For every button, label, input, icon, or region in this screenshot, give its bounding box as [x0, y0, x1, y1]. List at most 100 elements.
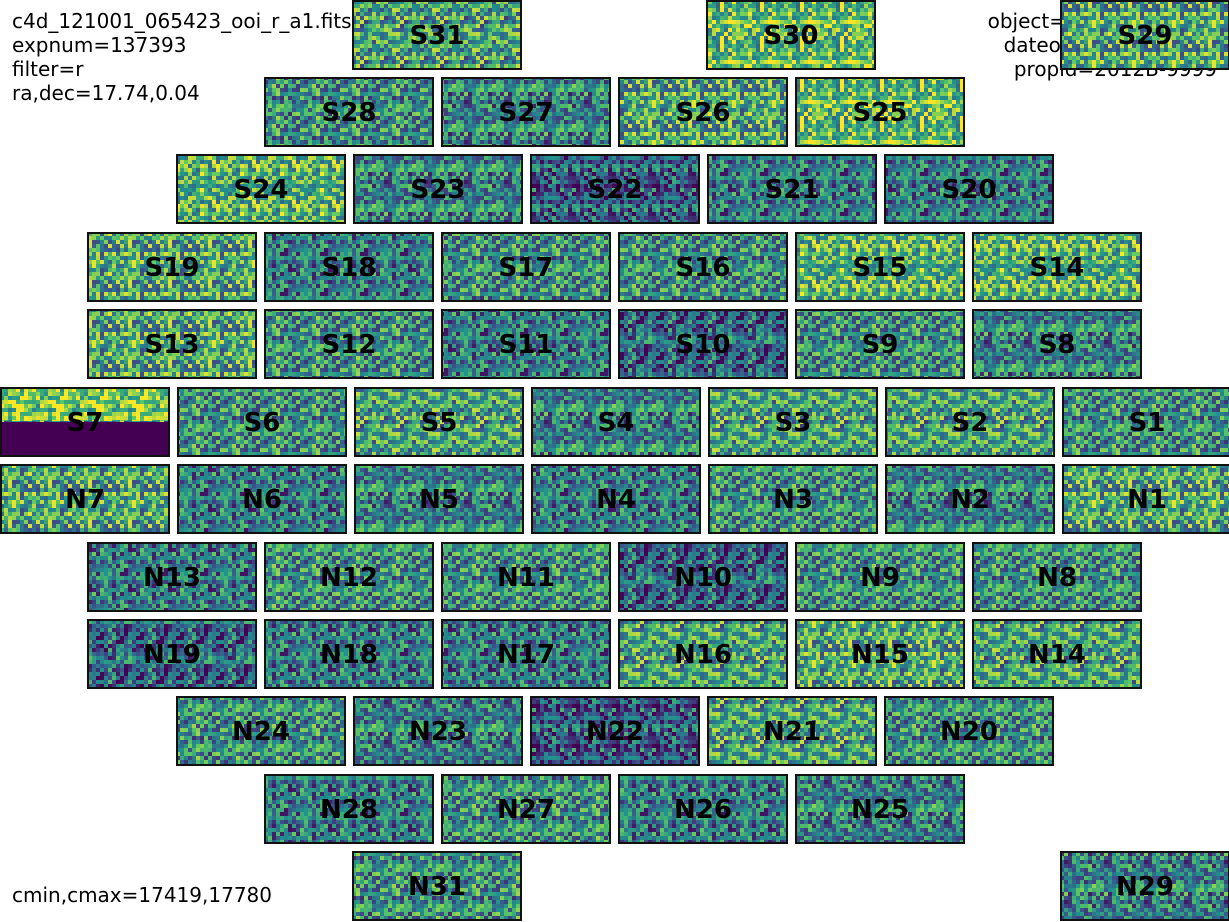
ccd-s13: S13 — [87, 309, 257, 379]
ccd-border — [618, 77, 788, 147]
ccd-border — [1060, 851, 1229, 921]
ccd-image — [265, 620, 433, 688]
ccd-image — [619, 775, 787, 843]
ccd-border — [264, 77, 434, 147]
ccd-border — [707, 154, 877, 224]
ccd-n25: N25 — [795, 774, 965, 844]
ccd-n7: N7 — [0, 464, 170, 534]
ccd-border — [264, 774, 434, 844]
ccd-border — [353, 696, 523, 766]
ccd-n11: N11 — [441, 542, 611, 612]
ccd-image — [442, 78, 610, 146]
ccd-label: S31 — [410, 21, 465, 51]
ccd-image — [708, 155, 876, 223]
ccd-label: N29 — [1116, 872, 1174, 902]
ccd-s17: S17 — [441, 232, 611, 302]
ccd-n31: N31 — [352, 851, 522, 921]
ccd-image — [442, 233, 610, 301]
radec-text: ra,dec=17.74,0.04 — [12, 81, 200, 105]
ccd-border — [354, 387, 524, 457]
ccd-n14: N14 — [972, 619, 1142, 689]
ccd-border — [885, 387, 1055, 457]
ccd-label: S1 — [1129, 408, 1166, 438]
ccd-s15: S15 — [795, 232, 965, 302]
ccd-border — [1060, 0, 1229, 70]
ccd-s23: S23 — [353, 154, 523, 224]
ccd-image — [619, 543, 787, 611]
ccd-label: S23 — [411, 175, 466, 205]
ccd-border — [972, 542, 1142, 612]
ccd-image — [619, 78, 787, 146]
ccd-s25: S25 — [795, 77, 965, 147]
ccd-n22: N22 — [530, 696, 700, 766]
ccd-border — [1062, 464, 1229, 534]
ccd-label: N18 — [320, 640, 378, 670]
ccd-s18: S18 — [264, 232, 434, 302]
ccd-n23: N23 — [353, 696, 523, 766]
ccd-image — [1061, 1, 1229, 69]
ccd-s16: S16 — [618, 232, 788, 302]
ccd-label: S28 — [322, 98, 377, 128]
ccd-image — [354, 155, 522, 223]
ccd-n26: N26 — [618, 774, 788, 844]
ccd-label: S22 — [588, 175, 643, 205]
ccd-label: S5 — [421, 408, 458, 438]
ccd-image — [265, 543, 433, 611]
ccd-border — [795, 232, 965, 302]
ccd-bright-half — [1, 388, 169, 421]
ccd-border — [352, 851, 522, 921]
ccd-image — [355, 465, 523, 533]
ccd-s22: S22 — [530, 154, 700, 224]
ccd-s3: S3 — [708, 387, 878, 457]
ccd-label: N11 — [497, 563, 555, 593]
ccd-n28: N28 — [264, 774, 434, 844]
ccd-image — [178, 388, 346, 456]
ccd-label: S2 — [952, 408, 989, 438]
ccd-n13: N13 — [87, 542, 257, 612]
ccd-n24: N24 — [176, 696, 346, 766]
ccd-label: N4 — [596, 485, 636, 515]
ccd-border — [354, 464, 524, 534]
ccd-label: N17 — [497, 640, 555, 670]
ccd-n1: N1 — [1062, 464, 1229, 534]
ccd-label: N28 — [320, 795, 378, 825]
ccd-border — [87, 232, 257, 302]
ccd-label: S7 — [67, 408, 104, 438]
ccd-border — [885, 464, 1055, 534]
ccd-border — [795, 542, 965, 612]
ccd-border — [972, 232, 1142, 302]
ccd-image — [531, 697, 699, 765]
ccd-n3: N3 — [708, 464, 878, 534]
ccd-border — [0, 464, 170, 534]
ccd-label: S6 — [244, 408, 281, 438]
ccd-image — [619, 233, 787, 301]
ccd-label: N26 — [674, 795, 732, 825]
header-info-left: c4d_121001_065423_ooi_r_a1.fits.fz expnu… — [12, 9, 375, 105]
ccd-border — [176, 154, 346, 224]
ccd-image — [88, 620, 256, 688]
ccd-s8: S8 — [972, 309, 1142, 379]
ccd-image — [353, 852, 521, 920]
ccd-label: N8 — [1037, 563, 1077, 593]
ccd-n29: N29 — [1060, 851, 1229, 921]
ccd-border — [707, 696, 877, 766]
ccd-label: S13 — [145, 330, 200, 360]
ccd-border — [972, 309, 1142, 379]
ccd-border — [264, 619, 434, 689]
ccd-n6: N6 — [177, 464, 347, 534]
ccd-border — [264, 309, 434, 379]
ccd-image — [532, 388, 700, 456]
ccd-label: S10 — [676, 330, 731, 360]
ccd-s4: S4 — [531, 387, 701, 457]
ccd-s2: S2 — [885, 387, 1055, 457]
ccd-border — [884, 154, 1054, 224]
ccd-s10: S10 — [618, 309, 788, 379]
ccd-image — [88, 233, 256, 301]
ccd-border — [618, 619, 788, 689]
ccd-border — [884, 696, 1054, 766]
ccd-border — [264, 542, 434, 612]
ccd-label: N3 — [773, 485, 813, 515]
ccd-n10: N10 — [618, 542, 788, 612]
ccd-label: S27 — [499, 98, 554, 128]
ccd-border — [708, 464, 878, 534]
